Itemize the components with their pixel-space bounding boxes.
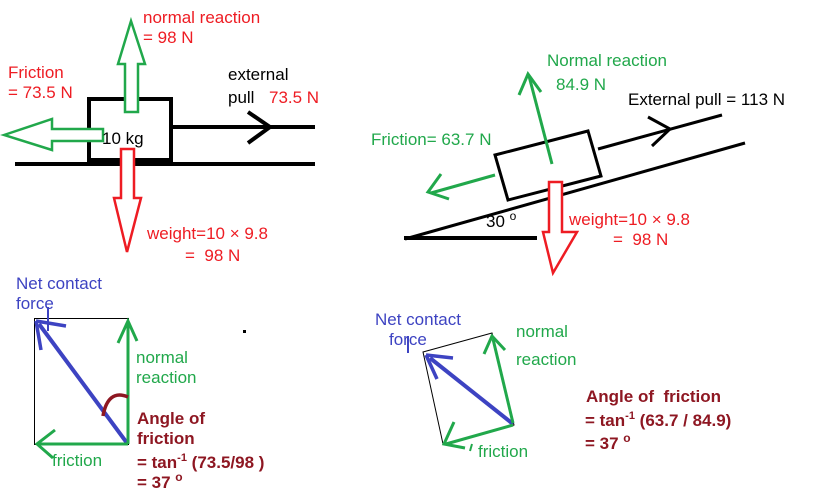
incline-friction-label: Friction= 63.7 N: [371, 130, 492, 149]
flat-pull-value: 73.5 N: [269, 88, 320, 107]
left-normal-line1: normal: [136, 348, 188, 367]
incline-block: [493, 129, 603, 202]
incline-weight-line1: weight=10 × 9.8: [569, 210, 690, 229]
incline-friction-arrowhead-icon: [425, 173, 450, 201]
flat-friction-line2: = 73.5 N: [8, 82, 73, 102]
left-normal-line2: reaction: [136, 367, 197, 387]
left-eq-pre: = tan: [137, 453, 178, 472]
friction-vector2-icon: [445, 423, 514, 446]
incline-pull-arrowhead-icon: [647, 115, 673, 148]
left-eq-post: (73.5/98 ): [186, 453, 265, 472]
left-net-line2: force: [16, 293, 54, 313]
right-angle-title: Angle of friction: [586, 387, 722, 406]
incline-external-pull-line: [597, 113, 723, 151]
left-result-pre: = 37: [137, 473, 176, 492]
normal-reaction-vector2-icon: [491, 338, 515, 424]
weight-arrow-icon: [112, 147, 143, 253]
net-contact-arrowhead-barb1: [35, 319, 67, 328]
left-angle-line1: Angle of: [137, 409, 205, 428]
left-normal-label: normal reaction: [136, 348, 196, 387]
incline-normal-label: Normal reaction: [547, 51, 667, 70]
flat-pull-label: pull: [228, 88, 255, 107]
incline-weight-arrow-icon: [541, 180, 580, 277]
incline-normal-arrowhead-icon: [517, 70, 543, 96]
left-net-contact-label: Net contact force: [16, 274, 102, 313]
normal-reaction-vector-arrowhead: [116, 317, 139, 344]
incline-external-pull-label: External pull = 113 N: [628, 90, 786, 109]
right-eq-post: (63.7 / 84.9): [634, 411, 732, 430]
net-contact-arrow2-barb2: [424, 354, 439, 380]
right-reaction-label: reaction: [516, 350, 576, 370]
right-result-pre: = 37: [585, 434, 624, 453]
left-angle-line2: friction: [137, 428, 195, 448]
net-contact-arrow2-barb1: [425, 353, 454, 360]
text-cursor-mark-right: [407, 336, 409, 353]
right-normal-label: normal: [516, 322, 568, 342]
right-friction-label: friction: [478, 442, 529, 461]
friction-vector-arrowhead: [34, 428, 56, 460]
right-normal-line1: normal: [516, 322, 568, 341]
right-result-degree: o: [623, 431, 631, 445]
stray-tick-mark: [469, 443, 473, 452]
left-angle-formula: = tan-1 (73.5/98 ): [137, 452, 265, 473]
friction-arrow-icon: [0, 117, 105, 152]
incline-angle-degree: o: [509, 209, 517, 223]
net-contact-force-arrow2-icon: [428, 356, 515, 426]
right-eq-pre: = tan: [585, 411, 626, 430]
right-normal-line2: reaction: [516, 350, 577, 369]
left-friction-label: friction: [52, 451, 103, 470]
right-net-line1: Net contact: [375, 310, 461, 329]
flat-normal-line2: = 98 N: [143, 27, 194, 47]
incline-angle-value: 30: [486, 212, 505, 231]
net-contact-force-arrow-icon: [37, 322, 129, 445]
incline-weight-line2: = 98 N: [613, 230, 669, 249]
flat-friction-line1: Friction: [8, 63, 64, 82]
incline-angle-label: 30 o: [486, 209, 517, 232]
text-cursor-mark-left: [47, 307, 49, 331]
flat-friction-label: Friction = 73.5 N: [8, 63, 73, 102]
right-angle-formula: = tan-1 (63.7 / 84.9): [585, 410, 732, 431]
flat-weight-line2: = 98 N: [185, 246, 241, 265]
right-angle-result: = 37 o: [585, 431, 631, 454]
normal-reaction-vector2-arrowhead: [482, 333, 507, 355]
left-eq-sup: -1: [177, 452, 187, 464]
left-result-degree: o: [175, 470, 183, 484]
net-contact-arrowhead-barb2: [34, 320, 43, 351]
stray-dot-mark: [243, 330, 246, 333]
normal-reaction-arrow-icon: [116, 16, 147, 114]
incline-normal-arrow-icon: [527, 75, 554, 165]
external-pull-arrowhead-icon: [246, 110, 274, 145]
right-eq-sup: -1: [625, 410, 635, 422]
flat-mass-label: 10 kg: [102, 129, 144, 148]
left-angle-result: = 37 o: [137, 470, 183, 493]
flat-normal-reaction-label: normal reaction = 98 N: [143, 8, 260, 47]
angle-of-friction-arc-icon: [101, 393, 129, 417]
flat-external-label: external: [228, 65, 289, 84]
incline-normal-value: 84.9 N: [556, 75, 607, 94]
flat-normal-line1: normal reaction: [143, 8, 261, 27]
friction-vector2-arrowhead: [441, 421, 466, 450]
left-net-line1: Net contact: [16, 274, 102, 293]
left-angle-title: Angle of friction: [137, 409, 205, 448]
incline-surface-line: [404, 141, 746, 241]
flat-weight-line1: weight=10 × 9.8: [147, 224, 268, 243]
incline-friction-arrow-icon: [430, 173, 496, 195]
